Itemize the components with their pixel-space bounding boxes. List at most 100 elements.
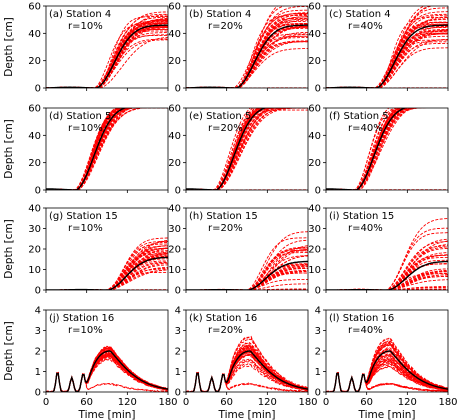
panel-i: 0 10 20 30 40 (i) Station 15r=40% — [308, 204, 449, 297]
axes-frame — [325, 5, 449, 89]
y-tick-label: 2 — [175, 347, 181, 358]
panel-subtitle: r=20% — [208, 223, 243, 234]
panel-subtitle: r=40% — [348, 325, 383, 336]
ensemble-line — [46, 271, 168, 290]
ensemble-line — [186, 272, 308, 290]
ensemble-line — [186, 255, 308, 290]
plot-area — [326, 337, 448, 392]
ensemble-line — [46, 354, 168, 392]
y-tick-label: 0 — [315, 286, 321, 297]
y-tick-label: 0 — [315, 84, 321, 95]
y-tick-label: 20 — [28, 245, 41, 256]
y-tick-label: 1 — [175, 367, 181, 378]
y-tick-label: 4 — [175, 306, 181, 317]
panel-subtitle: r=20% — [208, 325, 243, 336]
ensemble-line — [46, 372, 168, 392]
plot-area — [326, 6, 448, 88]
ensemble-line — [326, 286, 448, 290]
panel-subtitle: r=10% — [68, 21, 103, 32]
ensemble-line — [186, 288, 308, 290]
plot-area — [46, 11, 168, 88]
ensemble-line — [46, 355, 168, 392]
panel-g: 0 10 20 30 40 (g) Station 15r=10% Depth [cm] — [3, 204, 169, 297]
y-tick-label: 20 — [168, 245, 181, 256]
x-axis-label: Time [min] — [77, 409, 135, 420]
panel-a: 0 20 40 60 (a) Station 4r=10% Depth [cm] — [3, 2, 169, 95]
ensemble-line — [326, 365, 448, 392]
y-tick-label: 0 — [35, 388, 41, 399]
ensemble-line — [326, 288, 448, 290]
y-tick-label: 20 — [308, 158, 321, 169]
axes-frame — [45, 5, 169, 89]
y-tick-label: 60 — [168, 2, 181, 13]
panel-title: (h) Station 15 — [189, 211, 258, 222]
ensemble-line — [186, 271, 308, 290]
y-tick-label: 0 — [175, 286, 181, 297]
plot-area — [186, 6, 308, 88]
panel-subtitle: r=10% — [68, 223, 103, 234]
panel-title: (j) Station 16 — [49, 313, 114, 324]
ensemble-line — [186, 255, 308, 290]
ensemble-line — [46, 252, 168, 290]
panel-e: 0 20 40 60 (e) Station 5r=20% — [168, 104, 309, 197]
y-axis-label: Depth [cm] — [3, 321, 15, 381]
panel-l: 0 1 2 3 4 0 60 120 180 (l) Station 16r=40% Time [m… — [315, 306, 458, 420]
ensemble-line — [46, 354, 168, 392]
ensemble-line — [326, 218, 448, 290]
y-tick-label: 10 — [168, 265, 181, 276]
panel-subtitle: r=10% — [68, 325, 103, 336]
ensemble-line — [186, 270, 308, 290]
y-tick-label: 60 — [308, 104, 321, 115]
ensemble-line — [326, 254, 448, 290]
panel-subtitle: r=40% — [348, 223, 383, 234]
ensemble-line — [326, 254, 448, 290]
ensemble-line — [326, 256, 448, 290]
y-tick-label: 2 — [315, 347, 321, 358]
ensemble-line — [326, 279, 448, 290]
y-tick-label: 3 — [175, 326, 181, 337]
ensemble-line — [186, 341, 308, 392]
y-tick-label: 40 — [168, 131, 181, 142]
ensemble-line — [186, 360, 308, 392]
ensemble-line — [186, 255, 308, 290]
y-tick-label: 4 — [315, 306, 321, 317]
y-tick-label: 40 — [168, 204, 181, 215]
panel-subtitle: r=20% — [208, 123, 243, 134]
y-tick-label: 20 — [308, 245, 321, 256]
y-tick-label: 4 — [35, 306, 41, 317]
y-tick-label: 0 — [315, 388, 321, 399]
ensemble-line — [326, 259, 448, 290]
reference-line — [186, 24, 308, 88]
ensemble-line — [46, 372, 168, 392]
ensemble-line — [186, 364, 308, 392]
ensemble-line — [46, 255, 168, 290]
panel-title: (c) Station 4 — [329, 9, 391, 20]
ensemble-line — [46, 354, 168, 392]
panel-subtitle: r=20% — [208, 21, 243, 32]
ensemble-line — [46, 358, 168, 392]
y-axis-label: Depth [cm] — [3, 219, 15, 279]
plot-area — [46, 237, 168, 290]
x-axis-label: Time [min] — [357, 409, 415, 420]
ensemble-line — [46, 355, 168, 392]
panel-title: (l) Station 16 — [329, 313, 394, 324]
panel-subtitle: r=40% — [348, 123, 383, 134]
y-tick-label: 1 — [315, 367, 321, 378]
ensemble-line — [326, 348, 448, 392]
x-axis-label: Time [min] — [217, 409, 275, 420]
y-tick-label: 40 — [168, 29, 181, 40]
y-tick-label: 20 — [168, 158, 181, 169]
ensemble-line — [326, 360, 448, 392]
x-tick-label: 180 — [158, 397, 177, 408]
y-tick-label: 40 — [308, 204, 321, 215]
y-tick-label: 0 — [175, 186, 181, 197]
y-axis-label: Depth [cm] — [3, 17, 15, 77]
y-tick-label: 60 — [168, 104, 181, 115]
x-tick-label: 120 — [398, 397, 417, 408]
ensemble-line — [46, 260, 168, 290]
y-tick-label: 60 — [308, 2, 321, 13]
x-tick-label: 0 — [323, 397, 329, 408]
ensemble-line — [326, 362, 448, 392]
ensemble-line — [46, 354, 168, 392]
